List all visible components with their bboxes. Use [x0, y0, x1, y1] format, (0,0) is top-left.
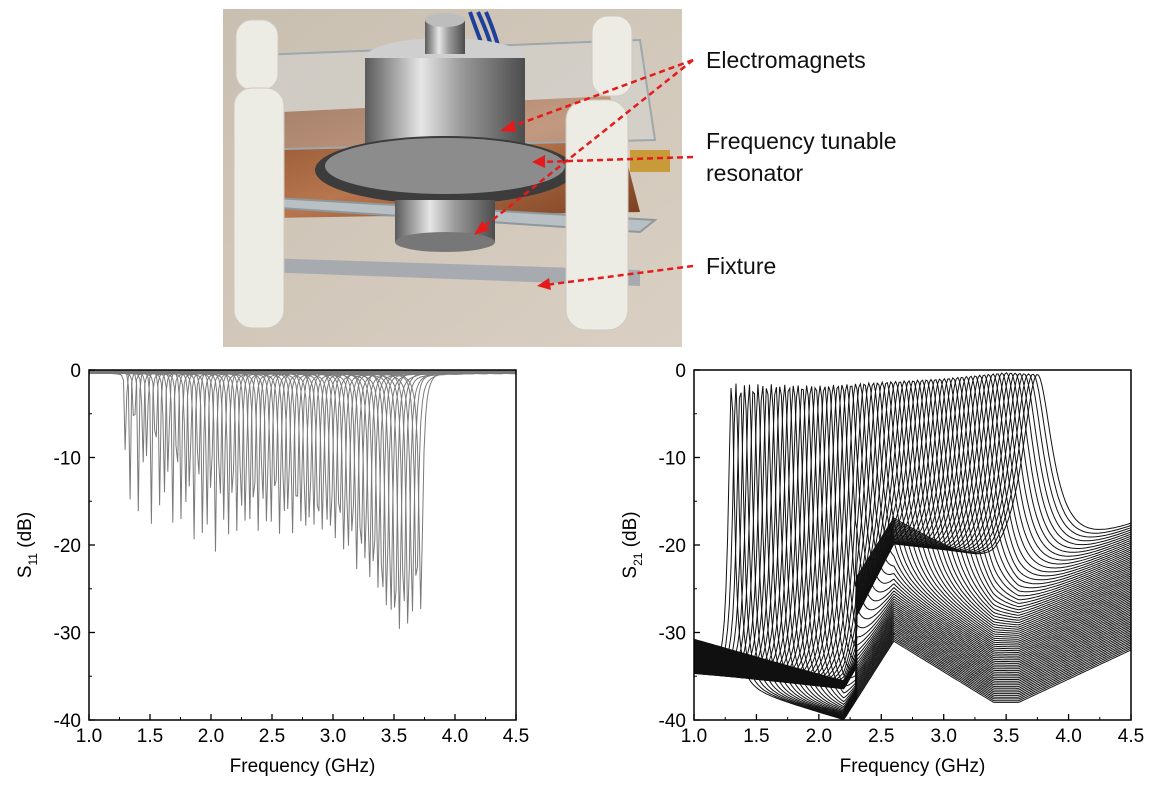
post-back-right	[591, 15, 633, 97]
x-tick-label: 2.0	[198, 726, 224, 747]
x-tick-label: 1.5	[137, 726, 163, 747]
s21-traces	[693, 371, 1132, 721]
post-back-left	[235, 19, 279, 91]
x-tick-label: 2.5	[868, 726, 894, 747]
fixture-bar	[262, 258, 640, 286]
s21-trace	[693, 387, 1132, 721]
y-tick-label: -20	[54, 536, 81, 557]
s21-trace	[693, 388, 1132, 715]
s11-chart: 1.0 1.5 2.0 2.5 3.0 3.5 4.0 4.5 0 -10 -20 -30 -40 Fr…	[15, 361, 530, 777]
y-tick-label: -10	[659, 449, 686, 470]
s11-trace	[89, 369, 516, 576]
x-tick-label: 2.5	[259, 726, 285, 747]
x-tick-label: 4.0	[1055, 726, 1081, 747]
y-tick-label: -30	[54, 624, 81, 645]
s21-trace	[693, 385, 1132, 719]
s21-trace	[693, 384, 1132, 714]
callout-electromagnets: Electromagnets	[706, 47, 866, 73]
callout-resonator-line2: resonator	[706, 160, 804, 186]
s21-y-axis-label: S21 (dB)	[620, 511, 645, 578]
x-tick-label: 3.0	[320, 726, 346, 747]
x-tick-label: 3.0	[931, 726, 957, 747]
x-tick-label: 4.0	[442, 726, 468, 747]
s11-traces	[88, 369, 517, 629]
x-tick-label: 2.0	[806, 726, 832, 747]
s11-ticks: 1.0 1.5 2.0 2.5 3.0 3.5 4.0 4.5 0 -10 -20 -30 -40	[54, 361, 530, 747]
x-tick-label: 4.5	[503, 726, 529, 747]
post-front-right	[565, 99, 629, 331]
device-photo	[223, 9, 694, 347]
y-tick-label: -10	[54, 449, 81, 470]
s21-trace	[693, 384, 1132, 717]
callout-fixture: Fixture	[706, 253, 777, 279]
y-tick-label: 0	[70, 361, 81, 382]
x-tick-label: 1.0	[681, 726, 707, 747]
y-tick-label: 0	[675, 361, 686, 382]
s21-trace	[693, 387, 1132, 713]
s21-trace	[693, 392, 1132, 719]
s11-trace	[88, 369, 517, 610]
s21-trace	[693, 372, 1132, 684]
x-tick-label: 1.5	[743, 726, 769, 747]
s21-ticks: 1.0 1.5 2.0 2.5 3.0 3.5 4.0 4.5 0 -10 -20 -30 -40	[659, 361, 1145, 747]
s21-x-axis-label: Frequency (GHz)	[840, 756, 986, 777]
callout-resonator-line1: Frequency tunable	[706, 128, 897, 154]
s21-chart: 1.0 1.5 2.0 2.5 3.0 3.5 4.0 4.5 0 -10 -20 -30 -40 Fr…	[620, 361, 1145, 777]
y-tick-label: -30	[659, 624, 686, 645]
y-tick-label: -40	[659, 711, 686, 732]
device-photo-panel: Electromagnets Frequency tunable resonat…	[0, 0, 1166, 350]
s21-trace	[693, 383, 1132, 720]
y-tick-label: -40	[54, 711, 81, 732]
y-tick-label: -20	[659, 536, 686, 557]
x-tick-label: 4.5	[1118, 726, 1144, 747]
s21-trace	[693, 373, 1132, 682]
sma-connector	[630, 150, 670, 172]
x-tick-label: 3.5	[381, 726, 407, 747]
s11-y-axis-label: S11 (dB)	[15, 512, 40, 578]
x-tick-label: 3.5	[993, 726, 1019, 747]
x-tick-label: 1.0	[76, 726, 102, 747]
s11-x-axis-label: Frequency (GHz)	[230, 756, 376, 777]
s21-trace	[693, 386, 1132, 712]
post-front-left	[233, 87, 285, 329]
s21-trace	[693, 384, 1132, 711]
